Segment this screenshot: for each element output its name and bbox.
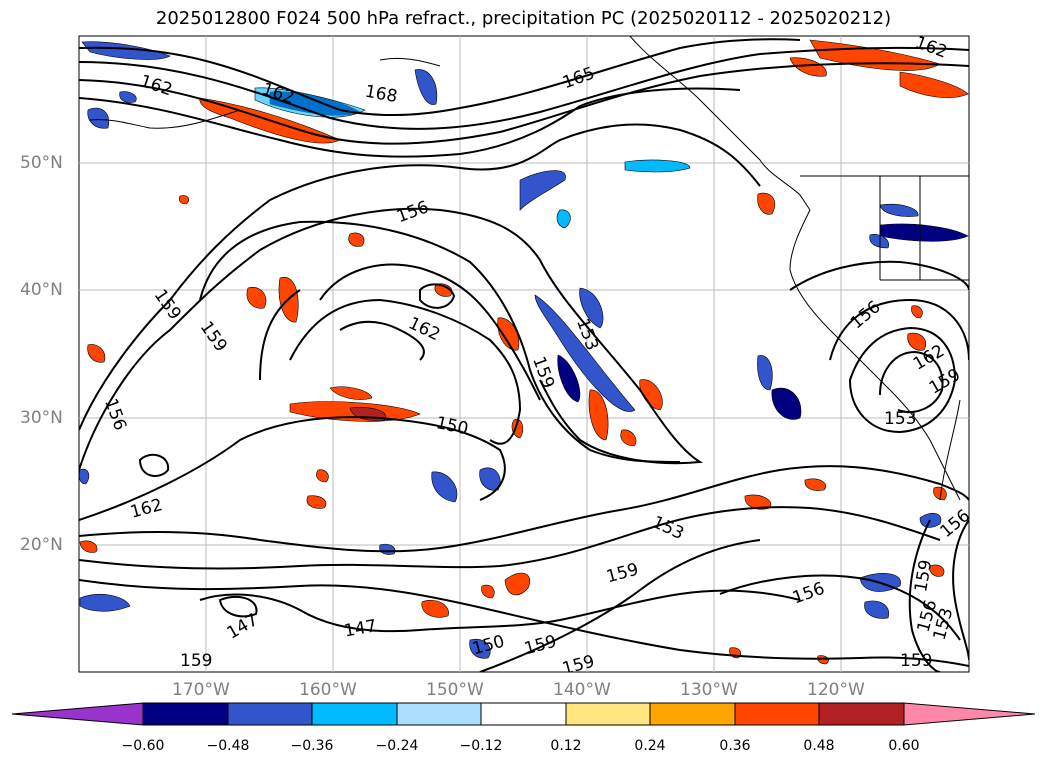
colorbar-swatch (311, 702, 398, 726)
colorbar-swatch (734, 702, 820, 726)
colorbar-swatch (480, 702, 567, 726)
contour-label: 159 (560, 652, 597, 680)
lat-label: 30°N (20, 408, 63, 428)
contour-label: 153 (884, 409, 916, 429)
lon-label: 140°W (553, 680, 611, 700)
colorbar-extend-low (11, 702, 144, 726)
lon-label: 150°W (426, 680, 484, 700)
lon-label: 130°W (680, 680, 738, 700)
lon-label: 160°W (299, 680, 357, 700)
lat-label: 20°N (20, 535, 63, 555)
colorbar-tick-label: −0.48 (206, 738, 250, 754)
lat-label: 40°N (20, 280, 63, 300)
colorbar-tick-label: 0.60 (888, 738, 920, 754)
contour-label: 159 (180, 651, 212, 671)
refractivity-contours (79, 38, 969, 672)
lat-label: 50°N (20, 153, 63, 173)
colorbar-swatch (565, 702, 651, 726)
colorbar-swatch (142, 702, 229, 726)
colorbar-swatch (396, 702, 482, 726)
colorbar-tick-label: 0.12 (550, 738, 582, 754)
contour-label: 159 (900, 651, 932, 671)
colorbar-swatch (649, 702, 736, 726)
colorbar-tick-label: 0.48 (803, 738, 835, 754)
lon-label: 120°W (807, 680, 865, 700)
colorbar-swatch (818, 702, 905, 726)
colorbar-tick-label: −0.60 (121, 738, 165, 754)
colorbar-tick-label: −0.36 (290, 738, 334, 754)
colorbar-tick-label: 0.24 (634, 738, 666, 754)
colorbar-extend-high (903, 702, 1036, 726)
chart-title: 2025012800 F024 500 hPa refract., precip… (155, 8, 892, 29)
colorbar-swatch (227, 702, 313, 726)
colorbar-tick-label: 0.36 (719, 738, 751, 754)
colorbar (11, 702, 1036, 726)
lon-label: 170°W (172, 680, 230, 700)
colorbar-tick-label: −0.24 (375, 738, 419, 754)
colorbar-tick-label: −0.12 (459, 738, 503, 754)
